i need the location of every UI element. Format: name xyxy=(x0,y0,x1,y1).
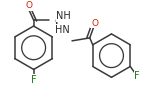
Text: F: F xyxy=(31,75,36,85)
Text: O: O xyxy=(91,19,98,28)
Text: O: O xyxy=(25,1,32,10)
Text: HN: HN xyxy=(55,25,70,35)
Text: NH: NH xyxy=(56,11,71,21)
Text: F: F xyxy=(134,71,140,81)
